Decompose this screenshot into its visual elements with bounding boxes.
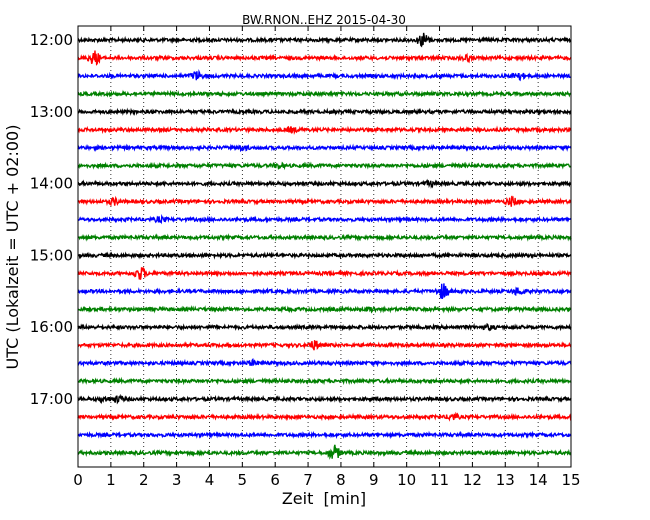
- vertical-grid: [110, 26, 539, 467]
- x-tick-label: 10: [397, 471, 416, 489]
- y-tick-label: 12:00: [30, 31, 73, 49]
- trace-line: [77, 32, 572, 48]
- trace-line: [77, 125, 572, 136]
- y-tick-label: 17:00: [30, 390, 73, 408]
- x-tick-label: 13: [496, 471, 515, 489]
- x-axis: 0 1 2 3 4 5 6 7 8 9 10 11 12 13 14 15: [73, 26, 581, 489]
- trace-line: [77, 340, 572, 351]
- trace-group: [77, 32, 572, 460]
- y-axis-label: UTC (Lokalzeit = UTC + 02:00): [3, 125, 22, 370]
- trace-line: [77, 283, 572, 299]
- trace-line: [77, 393, 572, 405]
- x-tick-label: 4: [205, 471, 215, 489]
- y-tick-label: 14:00: [30, 175, 73, 193]
- trace-line: [77, 50, 572, 66]
- x-tick-label: 11: [430, 471, 449, 489]
- x-tick-label: 3: [172, 471, 182, 489]
- x-tick-label: 0: [73, 471, 83, 489]
- trace-line: [77, 322, 572, 332]
- trace-line: [77, 233, 572, 242]
- trace-line: [77, 143, 572, 153]
- x-axis-label: Zeit [min]: [282, 489, 366, 508]
- y-tick-label: 16:00: [30, 318, 73, 336]
- trace-line: [77, 89, 572, 99]
- trace-line: [77, 178, 572, 189]
- trace-line: [77, 107, 572, 116]
- x-tick-label: 2: [139, 471, 149, 489]
- x-tick-label: 7: [303, 471, 313, 489]
- x-tick-label: 6: [270, 471, 280, 489]
- x-tick-label: 8: [336, 471, 346, 489]
- trace-line: [77, 69, 572, 82]
- trace-line: [77, 376, 572, 386]
- trace-line: [77, 430, 572, 440]
- trace-line: [77, 304, 572, 314]
- x-tick-label: 14: [529, 471, 548, 489]
- y-axis: 12:00 13:00 14:00 15:00 16:00 17:00: [30, 31, 571, 408]
- y-tick-label: 13:00: [30, 103, 73, 121]
- trace-line: [77, 266, 572, 280]
- trace-line: [77, 213, 572, 225]
- x-tick-label: 15: [561, 471, 580, 489]
- x-tick-label: 12: [463, 471, 482, 489]
- plot-frame: [77, 25, 572, 468]
- trace-line: [77, 251, 572, 260]
- trace-line: [77, 444, 572, 460]
- trace-line: [77, 357, 572, 368]
- trace-line: [77, 161, 572, 171]
- x-tick-label: 9: [369, 471, 379, 489]
- trace-line: [77, 411, 572, 422]
- trace-line: [77, 195, 572, 207]
- x-tick-label: 5: [238, 471, 248, 489]
- y-tick-label: 15:00: [30, 246, 73, 264]
- chart-title: BW.RNON..EHZ 2015-04-30: [242, 13, 406, 27]
- x-tick-label: 1: [106, 471, 116, 489]
